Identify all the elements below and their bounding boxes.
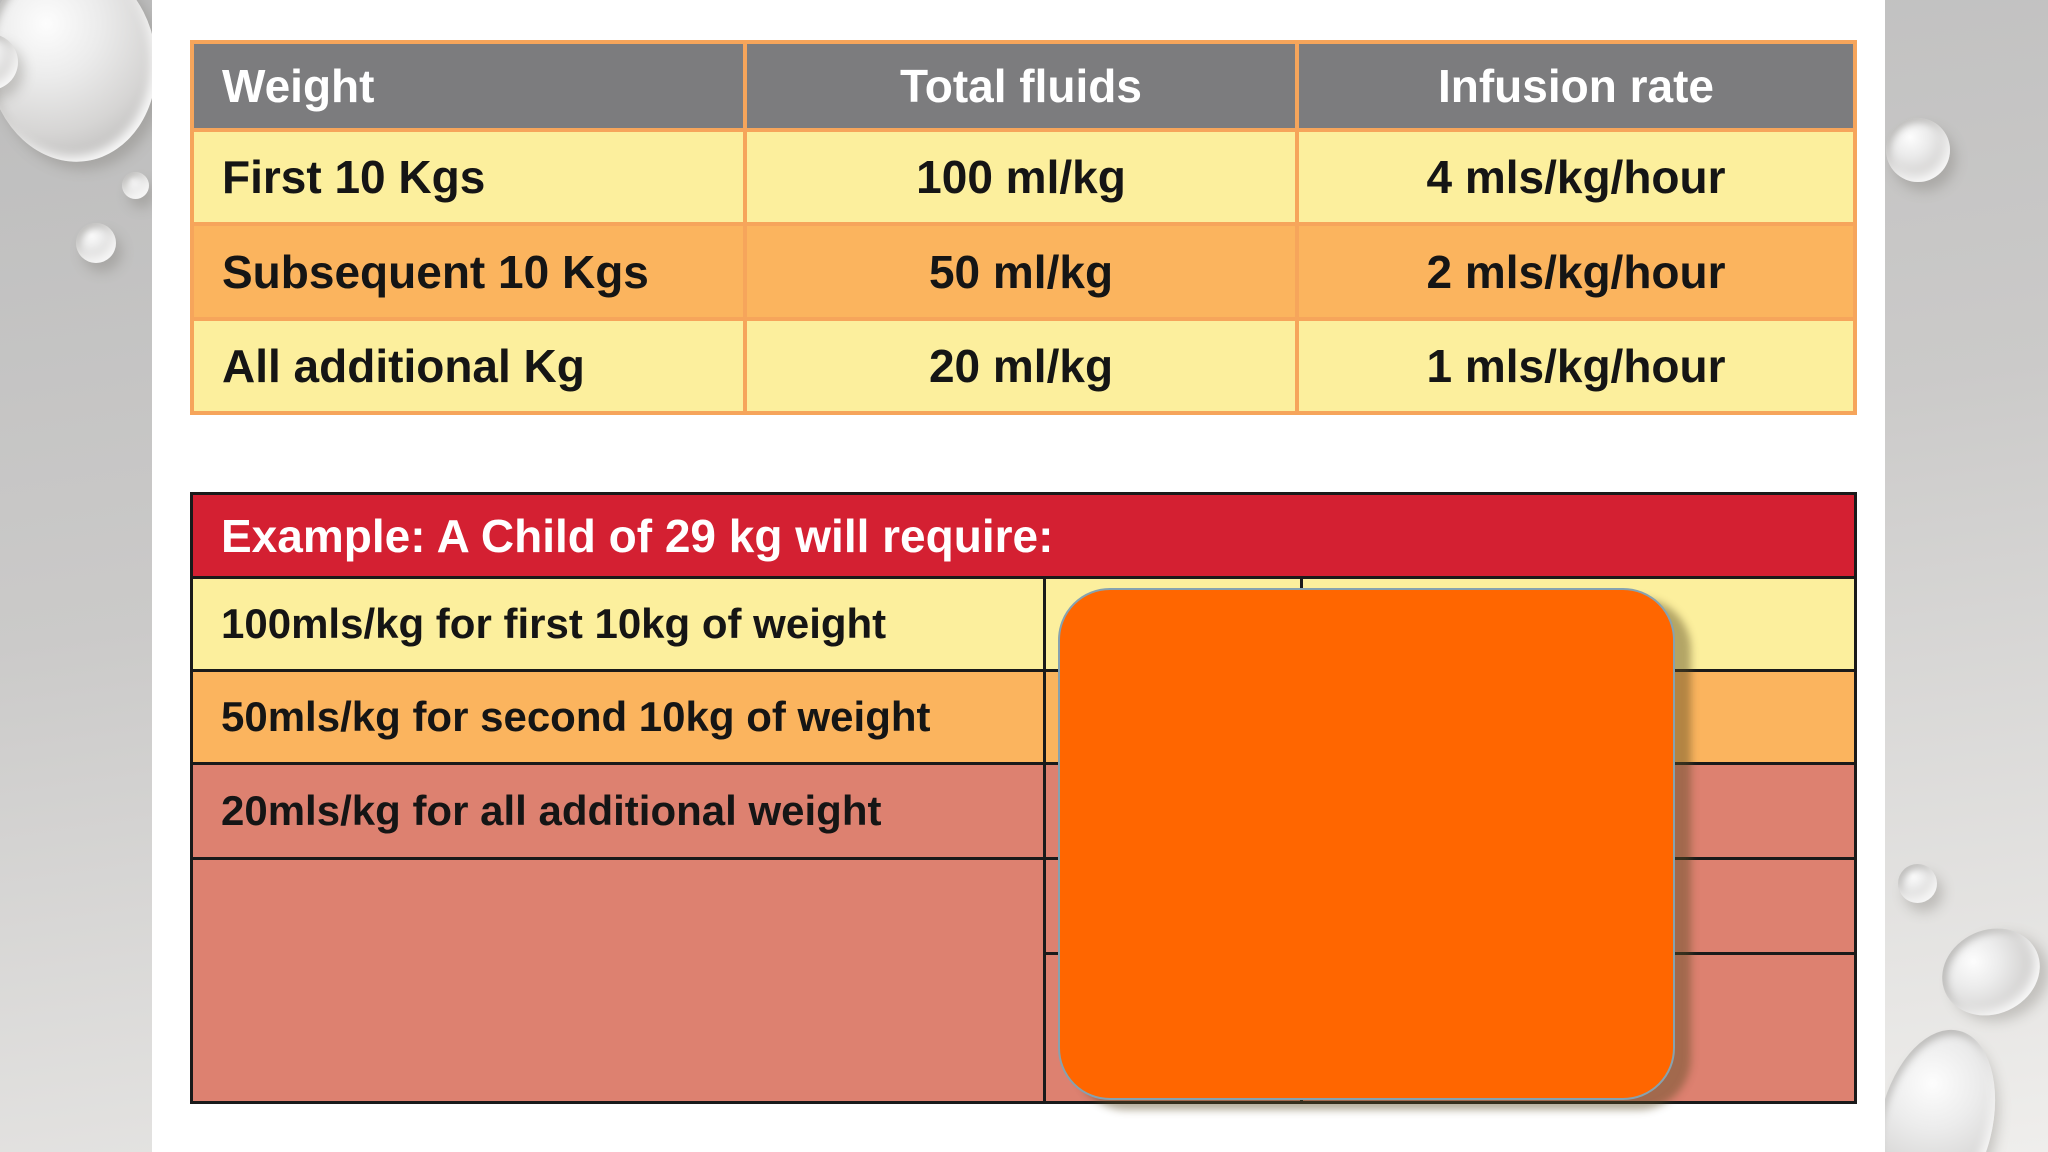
example-step-label: 100mls/kg for first 10kg of weight: [193, 579, 1043, 669]
table-cell-infusion-rate: 1 mls/kg/hour: [1299, 321, 1853, 411]
water-droplet-decoration: [0, 34, 18, 90]
slide-canvas: Weight Total fluids Infusion rate First …: [152, 0, 1885, 1152]
example-table-title: Example: A Child of 29 kg will require:: [193, 495, 1854, 576]
table-cell-total-fluids: 100 ml/kg: [747, 132, 1295, 222]
example-step-label: 50mls/kg for second 10kg of weight: [193, 672, 1043, 762]
table-cell-weight-range: All additional Kg: [194, 321, 743, 411]
table-cell-infusion-rate: 2 mls/kg/hour: [1299, 226, 1853, 317]
table-cell-total-fluids: 50 ml/kg: [747, 226, 1295, 317]
water-droplet-decoration: [76, 223, 116, 263]
table-cell-total-fluids: 20 ml/kg: [747, 321, 1295, 411]
maintenance-fluids-table: Weight Total fluids Infusion rate First …: [190, 40, 1857, 415]
column-header-total-fluids: Total fluids: [747, 44, 1295, 128]
water-droplet-decoration: [0, 0, 170, 173]
water-droplet-decoration: [1898, 864, 1937, 903]
table-cell-weight-range: First 10 Kgs: [194, 132, 743, 222]
water-droplet-decoration: [1928, 913, 2048, 1031]
example-cell-empty: [193, 860, 1043, 1101]
column-header-infusion-rate: Infusion rate: [1299, 44, 1853, 128]
column-header-weight: Weight: [194, 44, 743, 128]
water-droplet-decoration: [1886, 118, 1950, 182]
example-step-label: 20mls/kg for all additional weight: [193, 765, 1043, 857]
water-droplet-decoration: [122, 172, 149, 199]
answer-cover-box: [1058, 588, 1675, 1100]
table-cell-infusion-rate: 4 mls/kg/hour: [1299, 132, 1853, 222]
table-cell-weight-range: Subsequent 10 Kgs: [194, 226, 743, 317]
